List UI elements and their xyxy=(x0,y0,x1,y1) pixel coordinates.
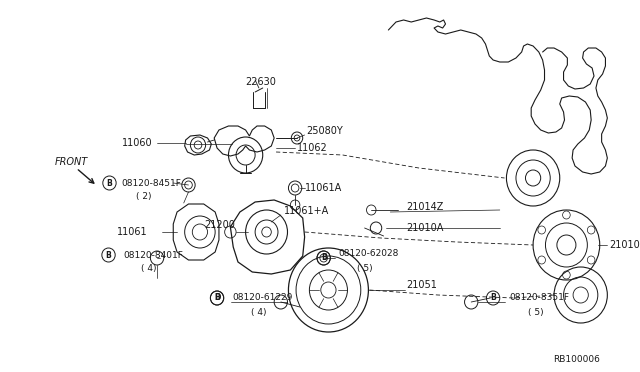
Text: 21010A: 21010A xyxy=(406,223,444,233)
Text: 08120-8451F: 08120-8451F xyxy=(122,179,182,187)
Text: 21014Z: 21014Z xyxy=(406,202,444,212)
Text: RB100006: RB100006 xyxy=(553,356,600,365)
Text: 08120-62028: 08120-62028 xyxy=(338,250,398,259)
Text: ( 2): ( 2) xyxy=(136,192,152,201)
Text: 11061A: 11061A xyxy=(305,183,342,193)
Text: 11061: 11061 xyxy=(117,227,148,237)
Text: ( 5): ( 5) xyxy=(357,263,372,273)
Text: B: B xyxy=(490,294,496,302)
Text: ( 4): ( 4) xyxy=(141,263,156,273)
Text: 08120-8351F: 08120-8351F xyxy=(509,294,570,302)
Text: 25080Y: 25080Y xyxy=(307,126,343,136)
Text: 21010: 21010 xyxy=(609,240,640,250)
Text: FRONT: FRONT xyxy=(54,157,88,167)
Text: 08120-61229: 08120-61229 xyxy=(232,294,292,302)
Text: 22630: 22630 xyxy=(245,77,276,87)
Text: B: B xyxy=(106,250,111,260)
Text: ( 5): ( 5) xyxy=(529,308,544,317)
Text: B: B xyxy=(107,179,113,187)
Text: B: B xyxy=(321,253,326,263)
Text: D: D xyxy=(214,294,220,302)
Text: 11062: 11062 xyxy=(297,143,328,153)
Text: 21051: 21051 xyxy=(406,280,437,290)
Text: 08120-8401F: 08120-8401F xyxy=(124,250,184,260)
Text: 21200: 21200 xyxy=(205,220,236,230)
Text: ( 4): ( 4) xyxy=(252,308,267,317)
Text: 11061+A: 11061+A xyxy=(284,206,329,216)
Text: B: B xyxy=(214,294,220,302)
Text: 11060: 11060 xyxy=(122,138,152,148)
